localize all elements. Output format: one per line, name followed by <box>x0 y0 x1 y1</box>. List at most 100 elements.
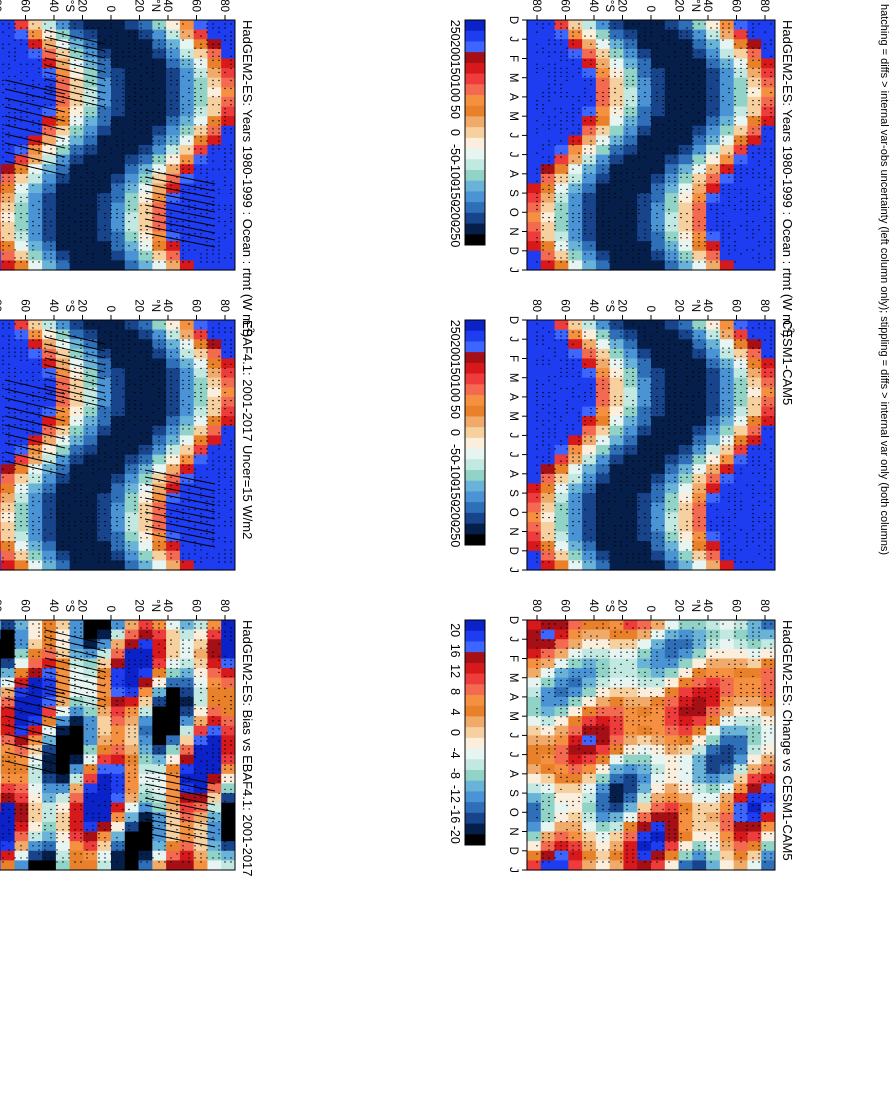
stipple-dot <box>704 95 706 98</box>
stipple-dot <box>218 31 220 33</box>
stipple-dot <box>68 416 70 418</box>
stipple-dot <box>758 152 760 154</box>
heatmap-cell <box>0 48 15 60</box>
stipple-dot <box>134 355 136 357</box>
stipple-dot <box>158 124 160 126</box>
stipple-dot <box>62 383 64 386</box>
heatmap-cell <box>69 358 84 369</box>
stipple-dot <box>110 424 112 426</box>
stipple-dot <box>200 87 202 90</box>
stipple-dot <box>26 233 28 235</box>
stipple-dot <box>644 196 646 199</box>
heatmap-cell <box>0 387 1 398</box>
heatmap-cell <box>691 183 707 194</box>
stipple-dot <box>128 399 130 402</box>
stipple-dot <box>44 212 46 215</box>
stipple-dot <box>14 335 16 337</box>
stipple-dot <box>650 116 652 118</box>
stipple-dot <box>752 237 754 239</box>
stipple-dot <box>74 39 76 41</box>
stipple-dot <box>8 444 10 446</box>
hatch-line <box>144 197 216 213</box>
stipple-dot <box>734 172 736 174</box>
stipple-dot <box>92 144 94 146</box>
stipple-dot <box>206 128 208 130</box>
heatmap-cell <box>151 29 167 40</box>
stipple-dot <box>128 351 130 353</box>
heatmap-cell <box>746 231 762 242</box>
heatmap-cell <box>595 221 610 233</box>
stipple-dot <box>146 116 148 118</box>
stipple-dot <box>590 43 592 45</box>
stipple-dot <box>608 180 610 183</box>
stipple-dot <box>704 63 706 65</box>
stipple-dot <box>770 164 772 166</box>
stipple-dot <box>668 95 670 98</box>
heatmap-cell <box>55 154 70 165</box>
stipple-dot <box>548 83 550 86</box>
heatmap-cell <box>595 77 610 88</box>
heatmap-cell <box>705 193 720 204</box>
stipple-dot <box>68 428 70 430</box>
heatmap-cell <box>0 377 15 388</box>
stipple-dot <box>62 440 64 442</box>
stipple-dot <box>152 200 154 203</box>
stipple-dot <box>50 245 52 247</box>
heatmap-cell <box>220 164 235 175</box>
stipple-dot <box>176 241 178 243</box>
stipple-dot <box>20 112 22 114</box>
stipple-dot <box>170 156 172 158</box>
heatmap-cell <box>0 202 15 213</box>
stipple-dot <box>74 152 76 154</box>
stipple-dot <box>704 237 706 239</box>
stipple-dot <box>164 395 166 398</box>
heatmap-cell <box>650 250 665 261</box>
stipple-dot <box>170 229 172 231</box>
stipple-dot <box>674 200 676 203</box>
stipple-dot <box>230 188 232 191</box>
heatmap-cell <box>526 173 541 185</box>
stipple-dot <box>164 323 166 325</box>
stipple-dot <box>200 343 202 345</box>
stipple-dot <box>50 408 52 410</box>
stipple-dot <box>8 432 10 434</box>
stipple-dot <box>674 124 676 126</box>
heatmap-cell <box>760 183 775 194</box>
heatmap-cell <box>636 202 651 213</box>
stipple-dot <box>116 233 118 235</box>
heatmap-cell <box>69 541 84 552</box>
stipple-dot <box>20 428 22 430</box>
stipple-dot <box>662 253 664 255</box>
stipple-dot <box>188 387 190 390</box>
stipple-dot <box>698 91 700 94</box>
heatmap-cell <box>165 425 180 436</box>
stipple-dot <box>224 367 226 370</box>
stipple-dot <box>644 156 646 158</box>
stipple-dot <box>110 351 112 353</box>
stipple-dot <box>32 204 34 207</box>
stipple-dot <box>164 355 166 357</box>
heatmap-cell <box>82 106 98 117</box>
stipple-dot <box>650 75 652 78</box>
heatmap-cell <box>96 435 111 446</box>
stipple-dot <box>176 192 178 195</box>
stipple-dot <box>86 148 88 150</box>
stipple-dot <box>230 184 232 187</box>
stipple-dot <box>614 144 616 146</box>
stipple-dot <box>752 67 754 70</box>
stipple-dot <box>638 87 640 90</box>
stipple-dot <box>32 225 34 227</box>
stipple-dot <box>8 363 10 365</box>
heatmap-cell <box>581 77 596 88</box>
stipple-dot <box>26 371 28 374</box>
heatmap-cell <box>165 20 180 31</box>
heatmap-cell <box>526 250 541 261</box>
hatch-line <box>44 378 106 394</box>
heatmap-cell <box>55 454 70 465</box>
stipple-dot <box>722 188 724 191</box>
heatmap-cell <box>165 377 180 388</box>
stipple-dot <box>164 136 166 138</box>
heatmap-cell <box>650 48 665 60</box>
